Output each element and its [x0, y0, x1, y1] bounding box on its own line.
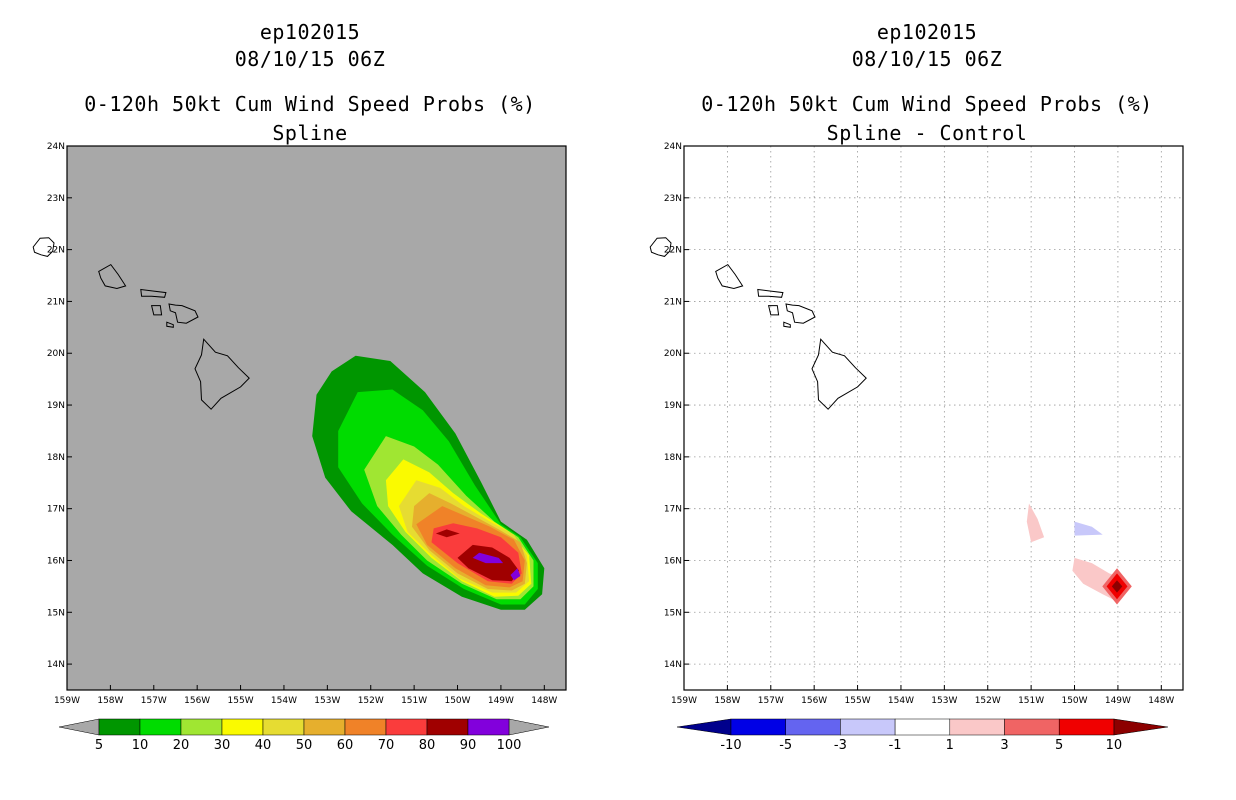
island-outline [140, 288, 167, 298]
island-outline [166, 321, 174, 328]
colorbar-label: 40 [255, 738, 272, 753]
colorbar: 5 10 20 30 40 50 60 70 80 90 100 [58, 718, 550, 753]
island-outline [168, 303, 199, 324]
left-chart-subtitle: Spline [272, 121, 348, 145]
colorbar-label: 90 [460, 738, 477, 753]
map-frame [66, 145, 567, 691]
colorbar-swatch [139, 718, 182, 736]
y-tick-label: 24N [47, 142, 65, 152]
island-outline [32, 237, 55, 257]
x-tick-label: 159W [54, 696, 80, 706]
x-tick-label: 155W [228, 696, 254, 706]
x-tick-label: 150W [444, 696, 470, 706]
x-tick-label: 158W [97, 696, 123, 706]
colorbar-label: 50 [296, 738, 313, 753]
colorbar-over-arrow [508, 718, 550, 736]
colorbar-label: 10 [132, 738, 149, 753]
x-tick-label: 157W [141, 696, 167, 706]
y-tick-label: 16N [47, 556, 65, 566]
y-tick-label: 21N [47, 297, 65, 307]
colorbar-swatch [385, 718, 428, 736]
colorbar-label: 60 [337, 738, 354, 753]
y-tick-label: 18N [47, 453, 65, 463]
colorbar-under-arrow [58, 718, 100, 736]
left-datetime: 08/10/15 06Z [234, 47, 386, 71]
y-tick-label: 19N [47, 401, 65, 411]
colorbar-swatch [98, 718, 141, 736]
axis-ticks: 159W 158W 157W 156W 155W 154W 153W 152W 151W 150W… [47, 142, 558, 706]
colorbar-label: 80 [419, 738, 436, 753]
colorbar-swatch [467, 718, 510, 736]
y-tick-label: 20N [47, 349, 65, 359]
island-outline [98, 263, 127, 290]
contour-level-90 [472, 552, 504, 564]
y-tick-label: 15N [47, 608, 65, 618]
y-tick-label: 23N [47, 194, 65, 204]
colorbar-label: 5 [95, 738, 103, 753]
left-chart-title: 0-120h 50kt Cum Wind Speed Probs (%) [84, 92, 536, 116]
contour-level-90 [510, 568, 521, 581]
x-tick-label: 151W [401, 696, 427, 706]
y-tick-label: 17N [47, 505, 65, 515]
x-tick-label: 156W [184, 696, 210, 706]
right-storm-id: ep102015 [876, 20, 978, 44]
right-chart-subtitle: Spline - Control [826, 121, 1028, 145]
y-tick-label: 22N [47, 246, 65, 256]
colorbar-swatch [221, 718, 264, 736]
colorbar-label: 30 [214, 738, 231, 753]
right-chart-title: 0-120h 50kt Cum Wind Speed Probs (%) [701, 92, 1153, 116]
colorbar-swatch [262, 718, 305, 736]
x-tick-label: 148W [531, 696, 557, 706]
x-tick-label: 152W [358, 696, 384, 706]
coastline-hawaii [32, 237, 250, 410]
right-datetime: 08/10/15 06Z [851, 47, 1003, 71]
contour-level-80 [435, 529, 460, 538]
colorbar-swatch [180, 718, 223, 736]
island-outline [194, 338, 250, 410]
colorbar-swatch [303, 718, 346, 736]
island-outline [150, 305, 163, 316]
colorbar-label: 100 [497, 738, 522, 753]
left-storm-id: ep102015 [259, 20, 361, 44]
colorbar-label: 70 [378, 738, 395, 753]
x-tick-label: 153W [314, 696, 340, 706]
x-tick-label: 154W [271, 696, 297, 706]
y-tick-label: 14N [47, 660, 65, 670]
contour-layer [312, 355, 545, 610]
colorbar-swatch [344, 718, 387, 736]
colorbar-label: 20 [173, 738, 190, 753]
colorbar-swatch [426, 718, 469, 736]
x-tick-label: 149W [488, 696, 514, 706]
